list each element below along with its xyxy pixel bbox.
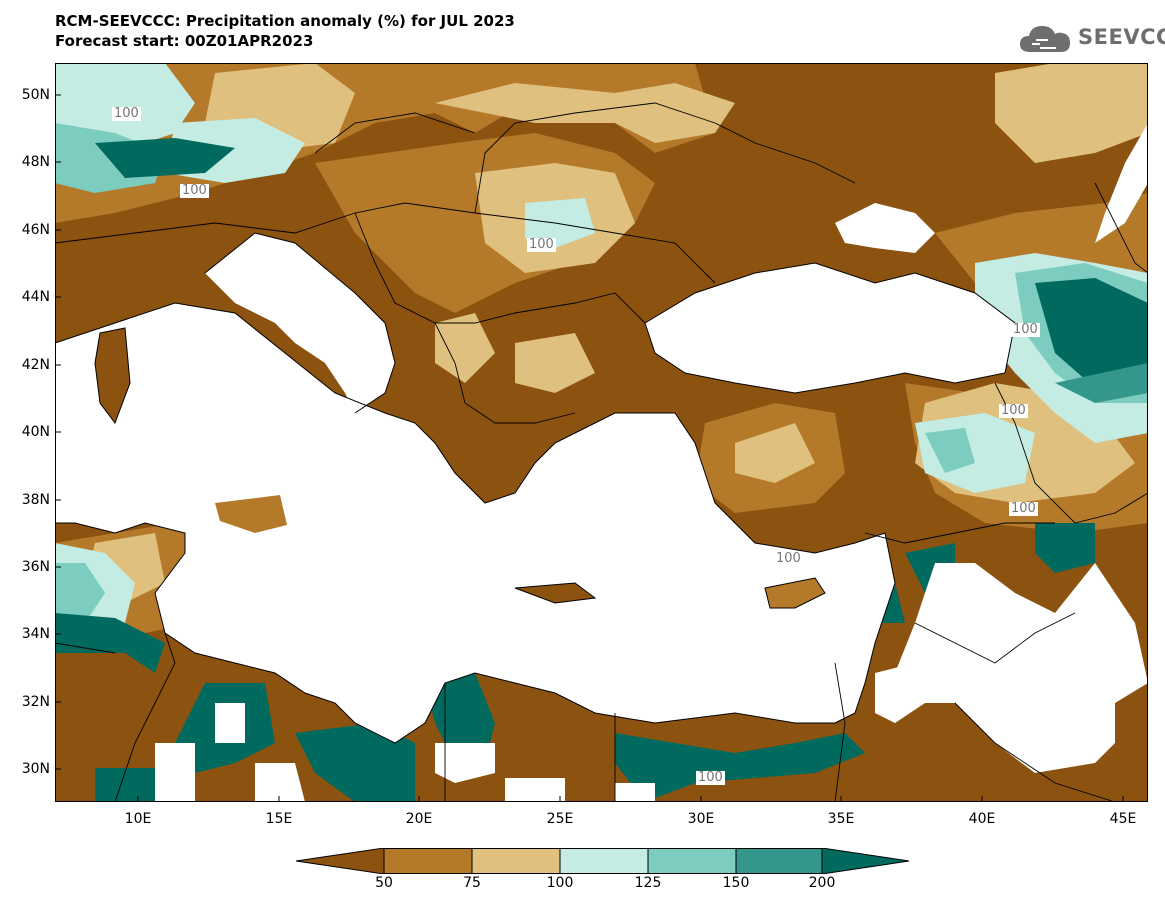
- missing-jordan: [875, 663, 925, 723]
- land-light-anatolia: [735, 423, 815, 483]
- wet-deep-libya-sw: [95, 768, 155, 802]
- wet-deep-libya-e: [425, 673, 495, 763]
- contour-label: 100: [696, 770, 725, 785]
- lon-tick-label: 15E: [265, 811, 293, 827]
- lon-tick-label: 35E: [827, 811, 855, 827]
- chart-title: RCM-SEEVCCC: Precipitation anomaly (%) f…: [55, 11, 515, 51]
- lat-tick-label: 42N: [21, 357, 50, 373]
- wet-deep-tunisia: [55, 613, 165, 673]
- sicily: [215, 495, 287, 533]
- cloud-icon: [1020, 26, 1070, 52]
- missing-egypt-2: [615, 783, 655, 802]
- colorbar-segment: [647, 848, 737, 874]
- lat-tick-label: 48N: [21, 154, 50, 170]
- wet-mid-east: [925, 428, 975, 473]
- map-frame: [55, 63, 1148, 802]
- colorbar-segment: [383, 848, 473, 874]
- lat-tick-label: 32N: [21, 694, 50, 710]
- colorbar-segment: [471, 848, 561, 874]
- lat-tick-label: 36N: [21, 559, 50, 575]
- contour-label: 100: [112, 106, 141, 121]
- wet-deep-libya-c: [295, 723, 415, 802]
- missing-libya-3: [255, 763, 305, 802]
- seevccc-logo: SEEVCCC: [1018, 22, 1165, 56]
- land-light-north: [435, 83, 735, 143]
- wet-dark-caucasus-s: [1055, 363, 1148, 403]
- lat-tick-label: 50N: [21, 87, 50, 103]
- contour-label: 100: [999, 403, 1028, 418]
- colorbar-segment: [735, 848, 823, 874]
- colorbar-segment: [559, 848, 649, 874]
- corsica-sardinia: [95, 328, 130, 423]
- contour-label: 100: [774, 551, 803, 566]
- wet-deep-iraq-n: [1035, 523, 1095, 573]
- colorbar-segment: [296, 848, 385, 874]
- contour-label: 100: [180, 183, 209, 198]
- lon-tick-label: 10E: [124, 811, 152, 827]
- map-panel: 100 100 100 100 100 100 100 100: [54, 63, 1149, 803]
- land-light-ne: [995, 63, 1148, 163]
- colorbar-tick-label: 75: [463, 875, 481, 891]
- colorbar: [296, 848, 910, 874]
- colorbar-segment: [821, 848, 910, 874]
- lon-tick-label: 25E: [546, 811, 574, 827]
- contour-label: 100: [1009, 501, 1038, 516]
- missing-iraq: [895, 563, 1148, 773]
- crete: [515, 583, 595, 603]
- colorbar-tick-label: 200: [808, 875, 836, 891]
- caspian-edge: [1095, 123, 1148, 243]
- contour-label: 100: [527, 237, 556, 252]
- colorbar-tick-label: 100: [546, 875, 574, 891]
- missing-egypt-1: [505, 778, 565, 802]
- lat-tick-label: 46N: [21, 222, 50, 238]
- wet-deep-caucasus: [1035, 278, 1148, 388]
- contour-label: 100: [1011, 322, 1040, 337]
- mediterranean-sea: [55, 303, 895, 743]
- lat-tick-label: 38N: [21, 492, 50, 508]
- missing-libya-4: [435, 743, 495, 783]
- title-line-2: Forecast start: 00Z01APR2023: [55, 32, 314, 50]
- azov-sea: [835, 203, 935, 253]
- lat-tick-label: 30N: [21, 761, 50, 777]
- colorbar-tick-label: 50: [375, 875, 393, 891]
- anomaly-map: [54, 63, 1149, 803]
- wet-deep-egypt-n: [615, 733, 865, 802]
- land-light-bulgaria: [515, 333, 595, 393]
- title-line-1: RCM-SEEVCCC: Precipitation anomaly (%) f…: [55, 12, 515, 30]
- wet-mid-tunisia: [55, 563, 105, 623]
- missing-libya-1: [215, 703, 245, 743]
- colorbar-tick-label: 150: [722, 875, 750, 891]
- lon-tick-label: 30E: [687, 811, 715, 827]
- missing-libya-2: [155, 743, 195, 802]
- country-borders: [54, 102, 1149, 803]
- adriatic-sea: [205, 233, 395, 413]
- coastlines: [54, 232, 1016, 744]
- land-light-serbia: [435, 313, 495, 383]
- black-sea: [645, 263, 1015, 393]
- lon-tick-label: 45E: [1109, 811, 1137, 827]
- lon-tick-label: 40E: [968, 811, 996, 827]
- lat-tick-label: 34N: [21, 626, 50, 642]
- wet-deep-alps: [95, 138, 235, 178]
- logo-text: SEEVCCC: [1078, 25, 1165, 49]
- lon-tick-label: 20E: [405, 811, 433, 827]
- lat-tick-label: 40N: [21, 424, 50, 440]
- wet-pale-hungary: [525, 198, 595, 248]
- colorbar-tick-label: 125: [634, 875, 662, 891]
- lat-tick-label: 44N: [21, 289, 50, 305]
